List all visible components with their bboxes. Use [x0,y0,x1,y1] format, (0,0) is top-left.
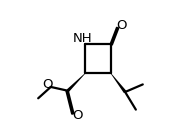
Text: O: O [42,78,53,91]
Text: NH: NH [73,32,92,45]
Polygon shape [67,73,86,92]
Text: O: O [73,109,83,122]
Polygon shape [110,73,126,93]
Text: O: O [116,19,127,32]
